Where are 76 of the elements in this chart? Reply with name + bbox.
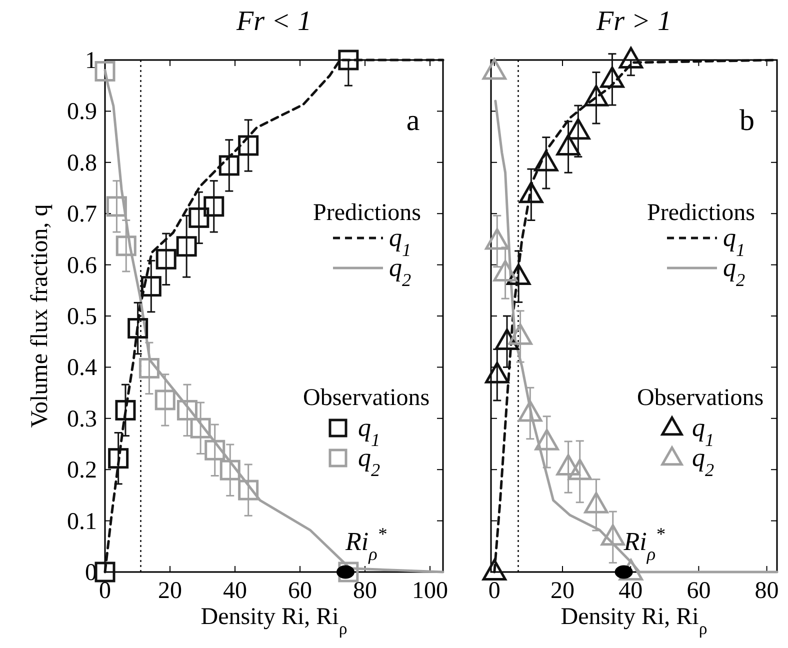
point (108, 448, 129, 469)
annotation: a (406, 104, 420, 137)
point (218, 155, 240, 176)
point (618, 559, 643, 580)
x-axis-title: Density Ri, Ri$_{ρ}$ (200, 604, 348, 638)
point (485, 362, 510, 384)
y-tick-label: 0.5 (67, 304, 97, 330)
annotation: b (740, 104, 754, 137)
x-tick-label: 40 (618, 578, 643, 604)
annotation: Predictions (313, 200, 421, 226)
y-tick-label: 0.9 (67, 99, 97, 126)
x-tick-label: 80 (353, 578, 377, 604)
point (568, 458, 592, 480)
y-tick-label: 0.4 (67, 355, 97, 382)
point (176, 236, 197, 257)
y-tick-label: 0.2 (67, 458, 97, 484)
y-axis-title: Volume flux fraction, q (27, 204, 53, 428)
x-tick-label: 40 (223, 578, 247, 604)
point (336, 565, 354, 579)
x-tick-label: 20 (550, 578, 574, 604)
y-tick-label: 1 (85, 48, 97, 74)
y-tick-label: 0.6 (67, 252, 97, 279)
point (600, 524, 625, 546)
x-tick-label: 80 (754, 578, 779, 604)
y-tick-label: 0.8 (67, 150, 97, 176)
point (566, 118, 590, 140)
point (190, 418, 211, 438)
point (188, 207, 210, 228)
point (176, 400, 198, 420)
point (493, 260, 518, 282)
point (94, 61, 116, 82)
point (519, 182, 544, 204)
point (106, 196, 127, 217)
x-tick-label: 60 (288, 578, 312, 604)
point (238, 135, 259, 156)
point (584, 492, 608, 514)
point (238, 480, 259, 500)
point (204, 440, 226, 460)
x-tick-label: 60 (686, 578, 711, 604)
point (138, 358, 160, 378)
point (600, 66, 624, 88)
annotation: Observations (637, 385, 764, 411)
point (338, 562, 359, 582)
point (338, 50, 359, 70)
point (220, 460, 240, 480)
chart-title: Fr > 1 (596, 6, 672, 37)
annotation: Observations (303, 385, 430, 411)
x-tick-label: 20 (158, 578, 182, 604)
annotation: Predictions (647, 200, 755, 226)
x-tick-label: 0 (488, 578, 500, 604)
y-tick-label: 0.3 (67, 406, 97, 432)
point (494, 328, 520, 350)
point (482, 559, 506, 580)
point (584, 84, 608, 106)
y-tick-label: 0.7 (67, 202, 97, 228)
point (115, 400, 136, 420)
point (556, 134, 580, 156)
chart-title: Fr < 1 (236, 6, 312, 37)
x-tick-label: 100 (412, 578, 448, 604)
x-axis-title: Density Ri, Ri$_{ρ}$ (560, 604, 708, 638)
point (534, 150, 558, 172)
point (485, 228, 510, 250)
point (518, 400, 542, 422)
point (508, 324, 532, 345)
point (140, 276, 162, 297)
point (116, 236, 136, 256)
y-tick-label: 0.1 (67, 508, 97, 535)
point (534, 429, 559, 450)
point (94, 562, 116, 582)
point (556, 454, 580, 476)
point (618, 47, 643, 68)
point (128, 318, 148, 339)
point (154, 390, 176, 410)
point (156, 248, 176, 270)
point (482, 58, 506, 80)
point (204, 196, 224, 217)
